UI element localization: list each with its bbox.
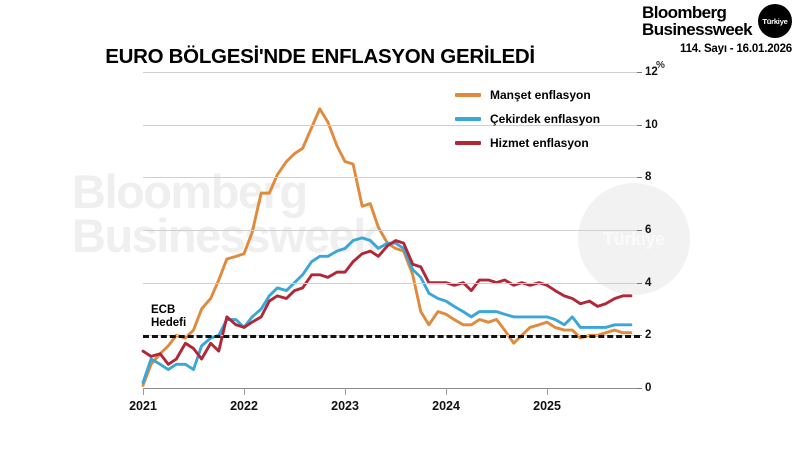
legend-label: Hizmet enflasyon bbox=[490, 136, 589, 150]
ecb-target-note: ECB Hedefi bbox=[151, 304, 186, 330]
x-axis-tick-mark bbox=[345, 388, 347, 395]
brand-logo-row: Bloomberg Businessweek Türkiye bbox=[642, 4, 792, 38]
y-axis-tick-label: 10 bbox=[637, 118, 658, 131]
legend-item[interactable]: Manşet enflasyon bbox=[455, 88, 600, 102]
y-axis-tick-label: 6 bbox=[636, 224, 652, 236]
ecb-note-line-1: ECB bbox=[151, 304, 176, 317]
x-axis-tick-label: 2025 bbox=[533, 399, 561, 413]
x-axis-tick-label: 2024 bbox=[432, 399, 460, 413]
x-axis-tick-mark bbox=[547, 388, 549, 395]
legend-label: Manşet enflasyon bbox=[490, 88, 591, 102]
x-axis-tick-mark bbox=[143, 388, 144, 395]
y-axis-tick-label: 12 bbox=[637, 66, 658, 78]
y-axis-unit-label: % bbox=[656, 60, 665, 71]
brand-line-businessweek: Businessweek bbox=[642, 20, 753, 39]
y-axis-tick-label: 0 bbox=[636, 382, 652, 394]
turkiye-badge-icon: Türkiye bbox=[758, 4, 792, 38]
series-line bbox=[141, 239, 633, 366]
turkiye-badge-label: Türkiye bbox=[762, 16, 788, 26]
legend-item[interactable]: Çekirdek enflasyon bbox=[455, 112, 600, 126]
x-axis-tick-label: 2022 bbox=[230, 399, 258, 413]
legend-color-swatch bbox=[455, 117, 481, 121]
ecb-target-line bbox=[143, 335, 640, 339]
gridline bbox=[143, 72, 640, 73]
chart-legend: Manşet enflasyon Çekirdek enflasyon Hizmet… bbox=[455, 88, 600, 150]
series-line bbox=[141, 236, 633, 385]
legend-item[interactable]: Hizmet enflasyon bbox=[455, 136, 600, 150]
brand-header: Bloomberg Businessweek Türkiye 114. Sayı… bbox=[642, 4, 792, 55]
issue-info: 114. Sayı - 16.01.2026 bbox=[680, 43, 792, 55]
y-axis-tick-label: 2 bbox=[636, 329, 652, 342]
legend-color-swatch bbox=[455, 141, 481, 145]
series-lines bbox=[141, 107, 633, 387]
x-axis-line bbox=[143, 388, 640, 389]
x-axis-tick-label: 2021 bbox=[129, 399, 157, 413]
legend-label: Çekirdek enflasyon bbox=[490, 112, 601, 126]
x-axis-tick-mark bbox=[446, 388, 448, 395]
ecb-note-line-2: Hedefi bbox=[151, 317, 187, 330]
y-axis-tick-label: 8 bbox=[636, 171, 652, 184]
x-axis-tick-mark bbox=[244, 388, 246, 395]
legend-color-swatch bbox=[455, 93, 481, 97]
chart-plot-area: 0 2 4 6 8 10 12 2021 2022 2023 2024 2025 ECB Hedefi bbox=[129, 66, 658, 413]
y-axis-tick-label: 4 bbox=[636, 276, 652, 289]
brand-wordmark: Bloomberg Businessweek bbox=[642, 3, 753, 39]
gridline bbox=[143, 177, 640, 179]
brand-line-bloomberg: Bloomberg bbox=[642, 3, 727, 22]
gridline bbox=[143, 124, 640, 126]
gridline bbox=[143, 282, 640, 284]
gridline bbox=[143, 230, 640, 231]
page-title: EURO BÖLGESİ'NDE ENFLASYON GERİLEDİ bbox=[105, 45, 535, 68]
x-axis-tick-label: 2023 bbox=[331, 399, 359, 413]
